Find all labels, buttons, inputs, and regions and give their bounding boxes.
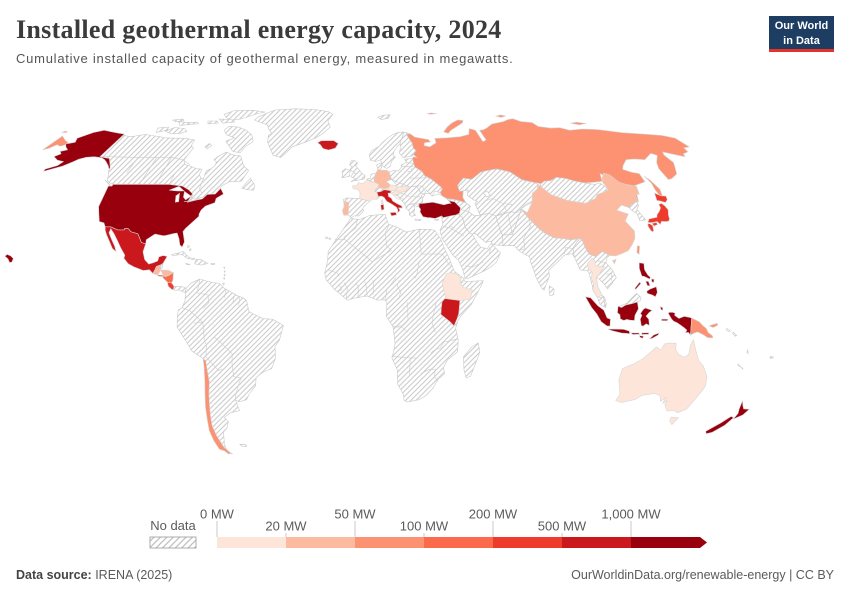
svg-text:100 MW: 100 MW [400, 519, 449, 534]
svg-text:1,000 MW: 1,000 MW [601, 507, 661, 522]
svg-text:No data: No data [150, 518, 196, 533]
svg-text:50 MW: 50 MW [334, 507, 376, 522]
svg-text:200 MW: 200 MW [469, 507, 518, 522]
svg-text:20 MW: 20 MW [265, 519, 307, 534]
svg-text:0 MW: 0 MW [200, 507, 235, 522]
svg-text:500 MW: 500 MW [538, 519, 587, 534]
